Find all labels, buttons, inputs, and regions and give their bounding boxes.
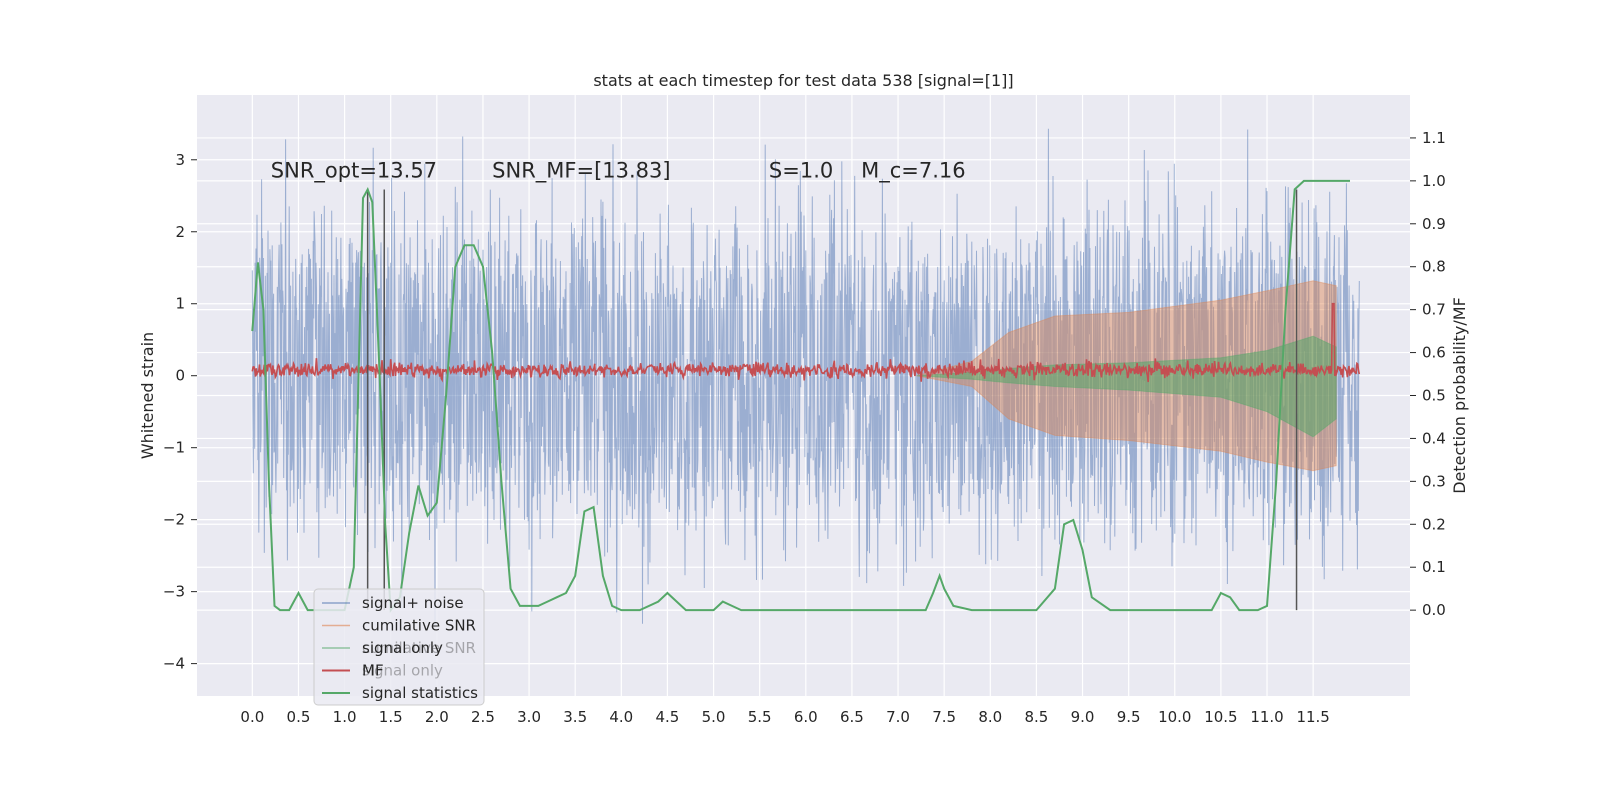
x-tick-label: 3.0 [517, 708, 541, 726]
y-tick-label: −2 [163, 511, 185, 529]
x-tick-label: 10.5 [1204, 708, 1237, 726]
x-tick-label: 0.5 [287, 708, 311, 726]
ticks: 0.0 0.5 1.0 1.5 2.0 2.5 3.0 3.5 4.0 4.5 5.0 5.5 6.0 6… [163, 129, 1446, 726]
y-axis-label-right: Detection probability/MF [1450, 297, 1469, 494]
legend-ghost-label: cumilative SNR [362, 639, 476, 657]
y-tick-label: −3 [163, 583, 185, 601]
annotation: M_c=7.16 [861, 159, 966, 184]
y-tick-label: −4 [163, 655, 185, 673]
legend-ghost-label: signal only [362, 662, 443, 680]
series-mf [251, 302, 1361, 383]
y-right-tick-label: 0.1 [1422, 558, 1446, 576]
y-tick-label: 2 [175, 223, 185, 241]
legend-box [313, 588, 485, 706]
legend-label: signal+ noise [362, 594, 464, 612]
y-right-tick-label: 1.0 [1422, 172, 1446, 190]
x-tick-label: 8.0 [978, 708, 1002, 726]
y-tick-label: 1 [175, 295, 185, 313]
series-layer [251, 128, 1361, 626]
y-tick-label: 0 [175, 367, 185, 385]
y-axis-label: Whitened strain [138, 332, 157, 459]
y-tick-label: 3 [175, 151, 185, 169]
x-tick-label: 1.5 [379, 708, 403, 726]
x-tick-label: 4.0 [609, 708, 633, 726]
y-tick-label: −1 [163, 439, 185, 457]
y-right-tick-label: 0.4 [1422, 429, 1446, 447]
x-tick-label: 9.0 [1071, 708, 1095, 726]
x-tick-label: 6.0 [794, 708, 818, 726]
annotations: SNR_opt=13.57 SNR_MF=[13.83] S=1.0 M_c=7.16 [271, 159, 966, 184]
x-tick-label: 11.5 [1296, 708, 1329, 726]
annotation: SNR_MF=[13.83] [492, 159, 670, 184]
x-tick-label: 5.0 [702, 708, 726, 726]
chart-title: stats at each timestep for test data 538… [593, 71, 1013, 90]
y-right-tick-label: 0.3 [1422, 472, 1446, 490]
y-right-tick-label: 0.5 [1422, 387, 1446, 405]
x-tick-label: 11.0 [1250, 708, 1283, 726]
x-tick-label: 2.5 [471, 708, 495, 726]
x-tick-label: 5.5 [748, 708, 772, 726]
legend-label: signal only [362, 639, 443, 657]
x-tick-label: 9.5 [1117, 708, 1141, 726]
legend-label: cumilative SNR [362, 617, 476, 635]
x-tick-label: 4.5 [656, 708, 680, 726]
y-right-tick-label: 0.6 [1422, 344, 1446, 362]
x-tick-label: 8.5 [1024, 708, 1048, 726]
y-right-tick-label: 0.0 [1422, 601, 1446, 619]
series-signal-statistics [251, 179, 1350, 613]
series-group [251, 128, 1361, 626]
x-tick-label: 10.0 [1158, 708, 1191, 726]
y-right-tick-label: 0.9 [1422, 215, 1446, 233]
x-tick-label: 7.5 [932, 708, 956, 726]
y-right-tick-label: 0.2 [1422, 515, 1446, 533]
x-tick-label: 6.5 [840, 708, 864, 726]
y-right-tick-label: 0.7 [1422, 301, 1446, 319]
series-signal-noise [251, 128, 1360, 626]
x-tick-label: 2.0 [425, 708, 449, 726]
x-tick-label: 0.0 [240, 708, 264, 726]
x-tick-label: 1.0 [333, 708, 357, 726]
series-signal-only [916, 335, 1337, 438]
y-right-tick-label: 1.1 [1422, 129, 1446, 147]
y-right-tick-label: 0.8 [1422, 258, 1446, 276]
legend-label: signal statistics [362, 684, 478, 702]
annotation: SNR_opt=13.57 [271, 159, 437, 184]
x-tick-label: 7.0 [886, 708, 910, 726]
annotation: S=1.0 [769, 159, 833, 183]
x-tick-label: 3.5 [563, 708, 587, 726]
legend-label: MF [362, 662, 384, 680]
